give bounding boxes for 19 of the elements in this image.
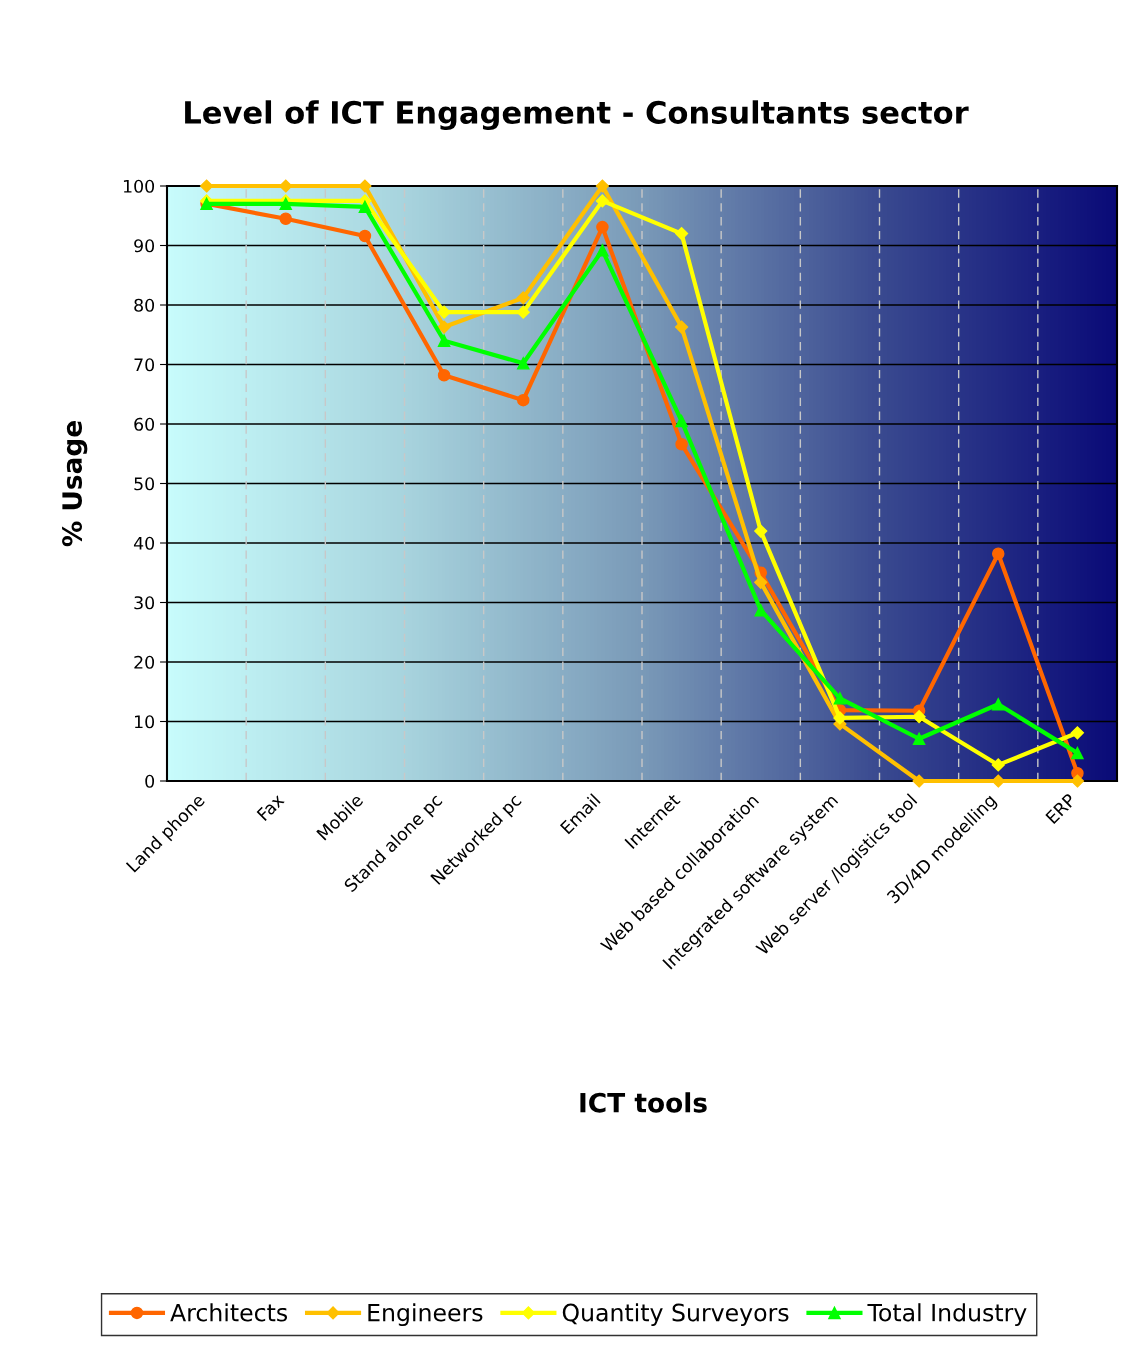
y-tick-label: 0 [145,774,155,788]
y-tick-label: 30 [134,596,155,610]
legend-label: Quantity Surveyors [562,1303,789,1327]
legend-label: Engineers [368,1303,483,1327]
y-tick-label: 100 [123,179,155,193]
x-axis-title: ICT tools [580,1092,707,1113]
y-tick-label: 10 [135,715,155,729]
y-tick-label: 50 [134,477,155,491]
y-tick-label: 20 [134,655,155,669]
y-tick-label: 70 [134,358,155,372]
y-tick-label: 60 [134,417,155,431]
y-tick-label: 40 [133,536,155,550]
chart-title: Level of ICT Engagement - Consultants sector [185,100,969,131]
x-tick-label: Fax [256,792,285,822]
y-axis-title: % Usage [62,421,88,547]
legend-label: Total Industry [867,1303,1027,1327]
y-tick-label: 90 [134,239,155,253]
y-tick-label: 80 [134,298,155,312]
legend-label: Architects [170,1303,288,1322]
